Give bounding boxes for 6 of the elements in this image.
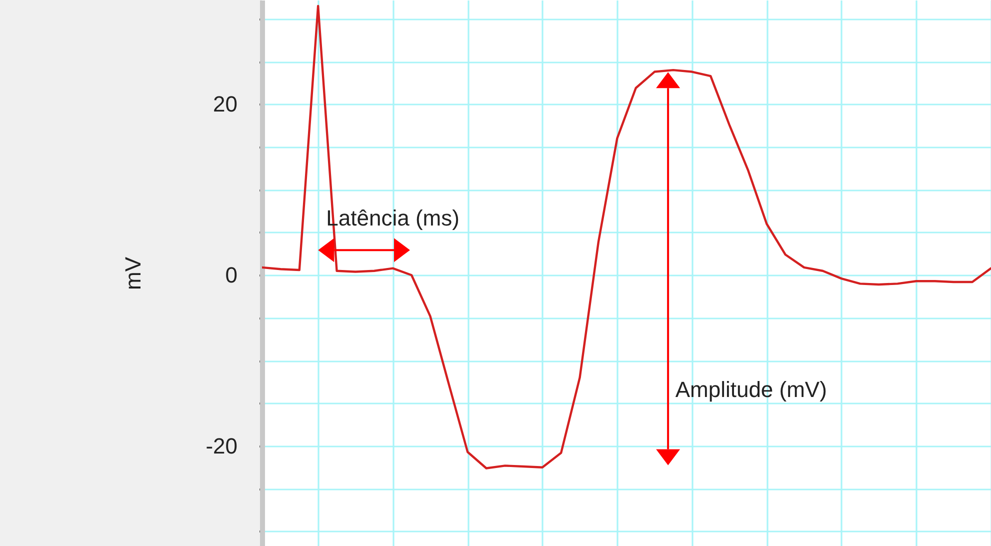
- annotation: Amplitude (mV): [675, 376, 827, 402]
- y-axis-title: mV: [120, 256, 146, 290]
- y-tick-label: 0: [225, 262, 238, 288]
- line-series: [262, 4, 991, 470]
- y-tick-label: -20: [206, 434, 238, 459]
- y-tick-label: 20: [213, 92, 238, 117]
